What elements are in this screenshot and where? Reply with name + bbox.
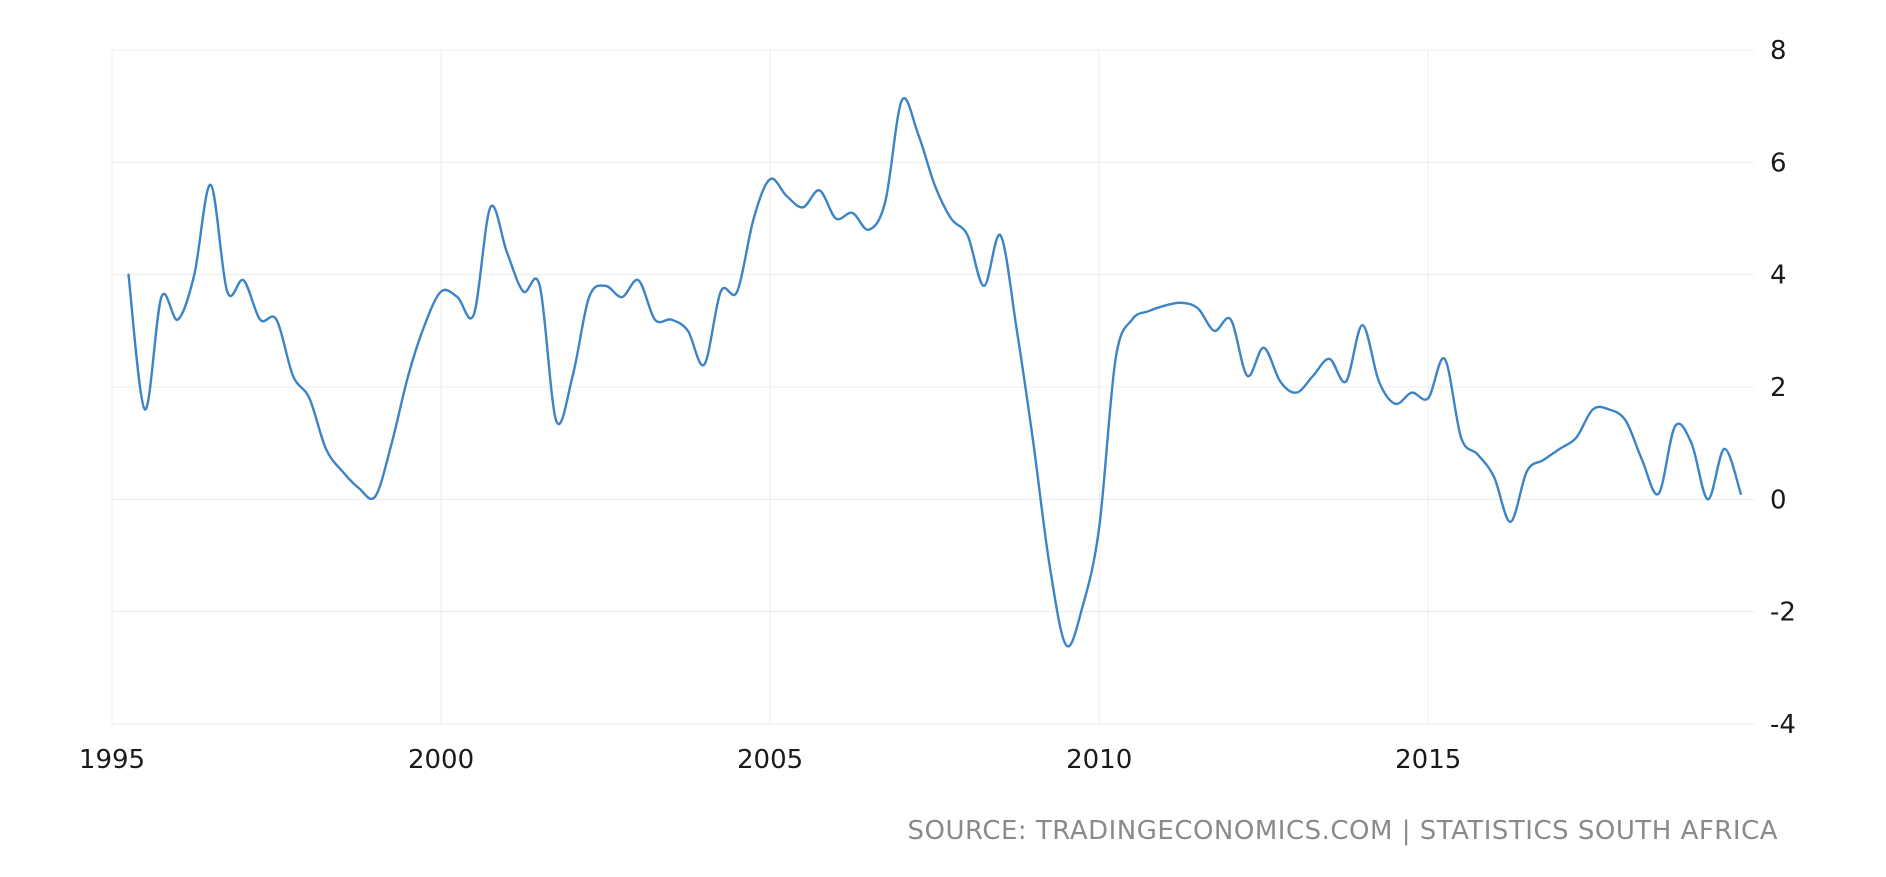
series (127, 97, 1742, 648)
y-tick-label: -2 (1770, 598, 1796, 628)
series-line-0 (127, 97, 1742, 648)
grid (111, 49, 1754, 725)
x-tick-label: 2000 (408, 745, 474, 775)
y-tick-label: 4 (1770, 261, 1787, 291)
x-axis: 1995 2000 2005 2010 2015 (79, 745, 1461, 775)
y-axis: 8 6 4 2 0 -2 -4 (1770, 36, 1796, 740)
x-tick-label: 2010 (1066, 745, 1132, 775)
y-tick-label: 0 (1770, 485, 1787, 515)
y-tick-label: 2 (1770, 373, 1787, 403)
x-tick-label: 2005 (737, 745, 803, 775)
source-note: SOURCE: TRADINGECONOMICS.COM | STATISTIC… (908, 816, 1778, 846)
y-tick-label: 6 (1770, 148, 1787, 178)
x-tick-label: 1995 (79, 745, 145, 775)
y-tick-label: -4 (1770, 710, 1796, 740)
x-tick-label: 2015 (1395, 745, 1461, 775)
y-tick-label: 8 (1770, 36, 1787, 66)
